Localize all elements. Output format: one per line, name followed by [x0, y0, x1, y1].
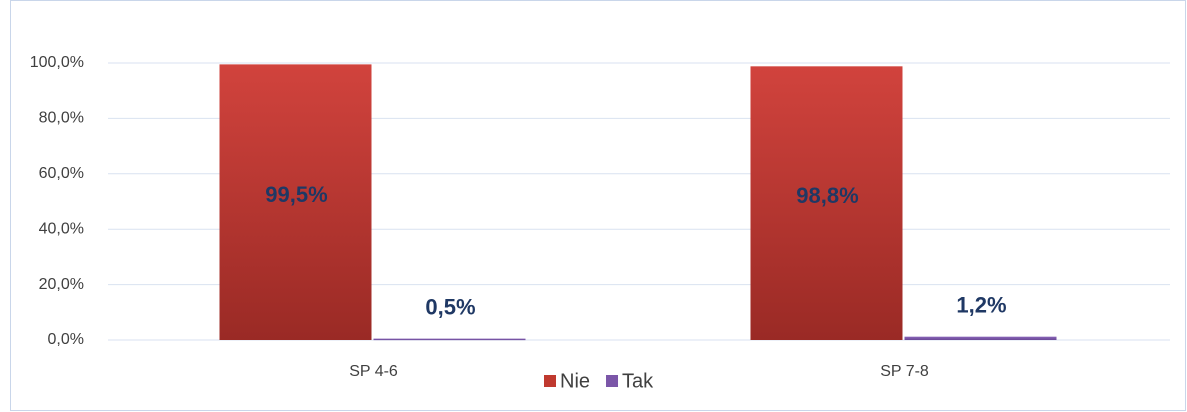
legend-label: Nie — [560, 370, 590, 392]
y-tick-label: 60,0% — [39, 165, 84, 182]
y-tick-label: 80,0% — [39, 110, 84, 127]
value-label: 0,5% — [425, 294, 475, 319]
value-label: 99,5% — [265, 182, 327, 207]
legend-label: Tak — [622, 370, 654, 392]
bar — [750, 66, 903, 340]
bar — [373, 338, 526, 341]
bar — [219, 64, 372, 340]
chart-frame — [10, 0, 1186, 411]
y-tick-label: 0,0% — [48, 331, 84, 348]
y-tick-label: 40,0% — [39, 220, 84, 237]
x-tick-label: SP 7-8 — [880, 363, 929, 380]
value-label: 98,8% — [796, 183, 858, 208]
legend-swatch — [606, 375, 619, 387]
y-tick-label: 100,0% — [30, 54, 84, 71]
legend-swatch — [544, 375, 556, 387]
y-tick-label: 20,0% — [39, 276, 84, 293]
bar — [904, 336, 1057, 340]
value-label: 1,2% — [956, 292, 1006, 317]
x-tick-label: SP 4-6 — [349, 363, 398, 380]
